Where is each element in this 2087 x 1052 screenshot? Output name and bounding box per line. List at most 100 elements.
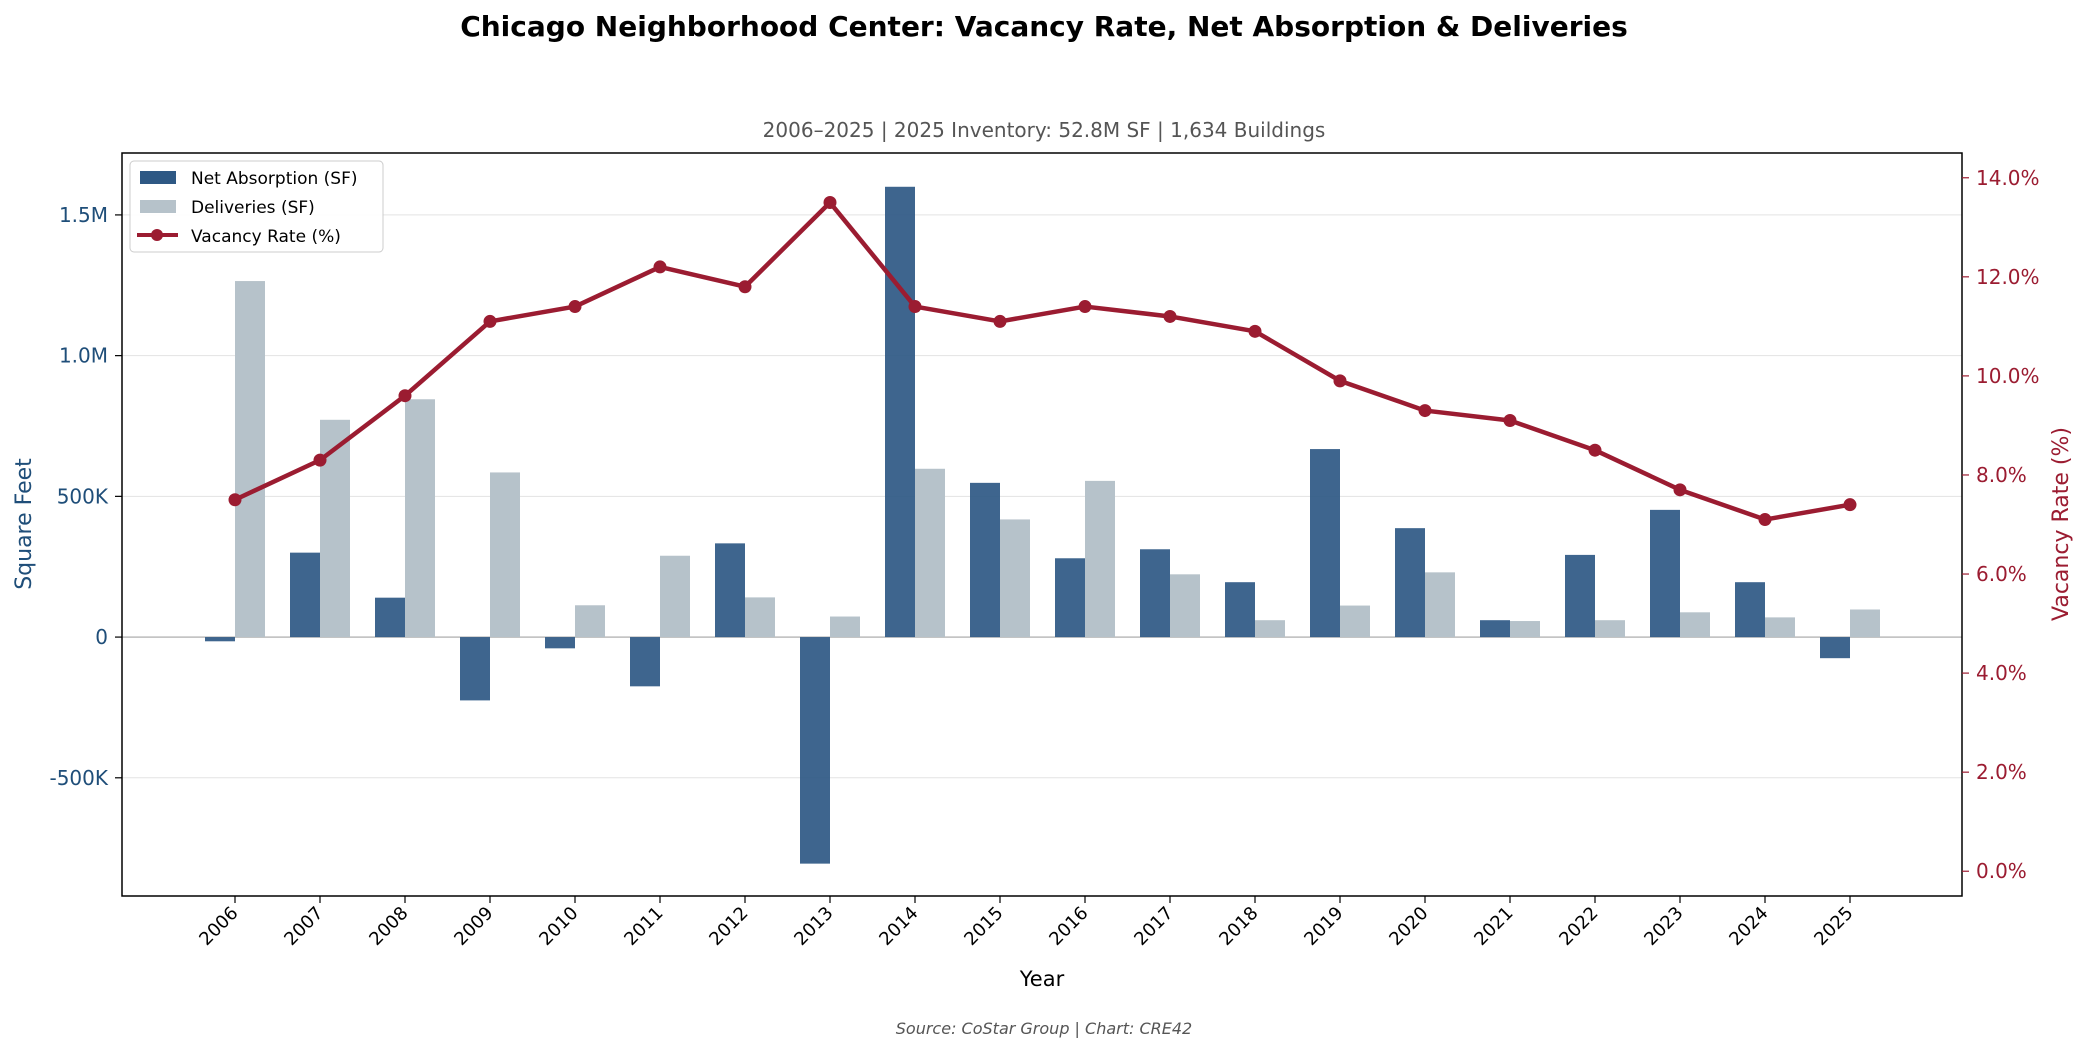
- deliveries-bar: [320, 419, 350, 638]
- left-tick-label: 1.0M: [59, 344, 108, 368]
- absorption-bar: [290, 552, 320, 638]
- deliveries-bar: [1510, 621, 1540, 638]
- vacancy-point: [653, 260, 667, 274]
- vacancy-point: [823, 196, 837, 210]
- vacancy-point: [1078, 300, 1092, 314]
- legend-label-absorption: Net Absorption (SF): [191, 169, 358, 189]
- absorption-bar: [205, 637, 235, 642]
- vacancy-point: [1248, 324, 1262, 338]
- x-tick-label: 2012: [705, 903, 752, 950]
- vacancy-point: [1843, 498, 1857, 512]
- vacancy-point: [398, 389, 412, 403]
- deliveries-bar: [660, 555, 690, 638]
- absorption-bar: [1565, 554, 1595, 638]
- x-tick-label: 2009: [450, 903, 497, 950]
- right-tick-label: 4.0%: [1976, 661, 2027, 685]
- left-tick-label: -500K: [49, 766, 108, 790]
- absorption-bar: [1480, 620, 1510, 638]
- absorption-bar: [1735, 582, 1765, 638]
- vacancy-line-group: [228, 196, 1857, 527]
- deliveries-bar: [830, 616, 860, 638]
- chart-title: Chicago Neighborhood Center: Vacancy Rat…: [460, 10, 1628, 43]
- left-tick-label: 0: [95, 625, 108, 649]
- x-tick-label: 2024: [1725, 903, 1772, 950]
- x-tick-label: 2020: [1385, 903, 1432, 950]
- legend-swatch-deliveries: [140, 200, 176, 213]
- absorption-bar: [1140, 549, 1170, 638]
- absorption-bar: [1055, 558, 1085, 638]
- right-tick-label: 0.0%: [1976, 859, 2027, 883]
- vacancy-point: [1333, 374, 1347, 388]
- vacancy-point: [993, 314, 1007, 328]
- deliveries-bar: [1255, 620, 1285, 638]
- x-tick-label: 2021: [1470, 903, 1517, 950]
- legend-label-deliveries: Deliveries (SF): [191, 198, 315, 218]
- x-tick-label: 2025: [1810, 903, 1857, 950]
- vacancy-point: [1588, 443, 1602, 457]
- x-tick-label: 2018: [1215, 903, 1262, 950]
- vacancy-point: [1673, 483, 1687, 497]
- absorption-bar: [375, 597, 405, 638]
- right-tick-label: 8.0%: [1976, 463, 2027, 487]
- deliveries-bar: [235, 281, 265, 638]
- absorption-bar: [630, 637, 660, 687]
- deliveries-bar: [1765, 617, 1795, 638]
- vacancy-point: [483, 314, 497, 328]
- absorption-bar: [1225, 582, 1255, 638]
- deliveries-bar: [1340, 605, 1370, 638]
- vacancy-point: [738, 280, 752, 294]
- x-tick-label: 2013: [790, 903, 837, 950]
- right-axis: 0.0% 2.0% 4.0% 6.0% 8.0% 10.0% 12.0% 14.0%: [1962, 166, 2040, 883]
- absorption-bar: [1395, 528, 1425, 638]
- legend-swatch-vacancy-marker: [151, 229, 163, 241]
- legend-swatch-absorption: [140, 171, 176, 184]
- deliveries-bar: [1850, 609, 1880, 638]
- absorption-bar: [800, 637, 830, 864]
- right-axis-label: Vacancy Rate (%): [2049, 427, 2074, 621]
- vacancy-point: [568, 300, 582, 314]
- legend-label-vacancy: Vacancy Rate (%): [191, 227, 341, 247]
- x-tick-label: 2008: [365, 903, 412, 950]
- vacancy-rate-line: [234, 200, 1851, 522]
- gridlines: [122, 214, 1962, 779]
- source-note: Source: CoStar Group | Chart: CRE42: [896, 1019, 1192, 1038]
- absorption-bar: [970, 482, 1000, 638]
- x-tick-label: 2014: [875, 903, 922, 950]
- left-axis-label: Square Feet: [12, 458, 37, 590]
- x-tick-label: 2019: [1300, 903, 1347, 950]
- vacancy-point: [313, 453, 327, 467]
- chart-subtitle: 2006–2025 | 2025 Inventory: 52.8M SF | 1…: [763, 118, 1326, 142]
- vacancy-point: [1163, 309, 1177, 323]
- deliveries-bar: [1595, 620, 1625, 638]
- x-tick-label: 2007: [280, 903, 327, 950]
- absorption-bar: [545, 637, 575, 649]
- vacancy-point: [228, 493, 242, 507]
- deliveries-bar: [1000, 519, 1030, 638]
- deliveries-bar: [405, 399, 435, 638]
- right-tick-label: 10.0%: [1976, 364, 2040, 388]
- x-tick-label: 2015: [960, 903, 1007, 950]
- vacancy-point: [908, 300, 922, 314]
- deliveries-bar: [745, 597, 775, 638]
- x-tick-label: 2017: [1130, 903, 1177, 950]
- absorption-bar: [715, 543, 745, 638]
- plot-frame: [121, 152, 1963, 897]
- right-tick-label: 14.0%: [1976, 166, 2040, 190]
- absorption-bar: [885, 186, 915, 638]
- left-tick-label: 500K: [57, 484, 109, 508]
- vacancy-point: [1503, 413, 1517, 427]
- deliveries-bar: [1680, 612, 1710, 638]
- bars: [205, 186, 1880, 864]
- x-axis-label: Year: [1019, 967, 1065, 991]
- legend: Net Absorption (SF) Deliveries (SF) Vaca…: [129, 160, 384, 253]
- x-tick-label: 2010: [535, 903, 582, 950]
- x-axis: 2006 2007 2008 2009 2010 2011 2012 2013 2014 2015…: [195, 896, 1858, 950]
- left-tick-label: 1.5M: [59, 203, 108, 227]
- vacancy-point: [1758, 513, 1772, 527]
- left-axis: -500K 0 500K 1.0M 1.5M: [49, 203, 122, 790]
- vacancy-point: [1418, 404, 1432, 418]
- absorption-bar: [1650, 509, 1680, 638]
- right-tick-label: 2.0%: [1976, 760, 2027, 784]
- absorption-bar: [1820, 637, 1850, 659]
